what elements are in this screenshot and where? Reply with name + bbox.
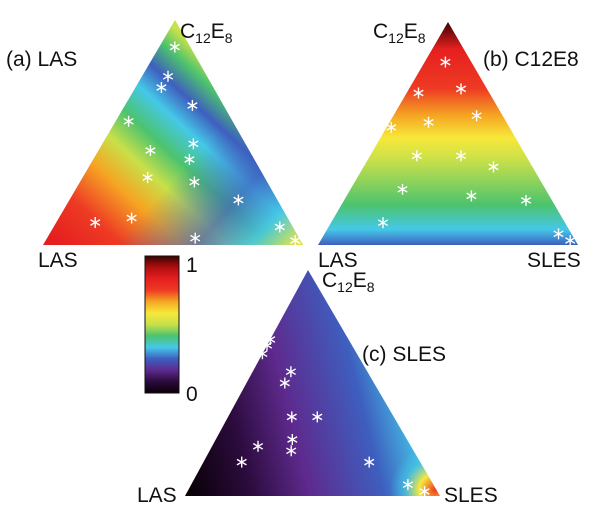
data-point <box>553 228 564 240</box>
data-point <box>274 221 285 233</box>
data-point <box>285 366 297 378</box>
panel-c-top-label: C12E8 <box>322 269 375 295</box>
data-point <box>265 334 276 345</box>
data-point <box>423 116 434 128</box>
data-point <box>411 150 422 162</box>
data-point <box>471 110 482 122</box>
data-point <box>402 479 414 491</box>
colorbar-tick-max: 1 <box>186 254 198 277</box>
panel-b-left-label: LAS <box>318 249 358 272</box>
panel-c-points <box>236 334 430 497</box>
data-point <box>488 161 499 173</box>
panel-c-heatmap-corner <box>380 420 440 496</box>
data-point <box>169 41 180 53</box>
data-point <box>397 183 408 195</box>
data-point <box>188 138 199 150</box>
panel-a: (a) LAS C12E8 LAS <box>6 20 303 272</box>
panel-a-left-label: LAS <box>38 249 78 272</box>
data-point <box>233 194 244 206</box>
panel-c-title: (c) SLES <box>362 343 446 366</box>
data-point <box>455 83 467 95</box>
panel-a-title: (a) LAS <box>6 48 77 71</box>
data-point <box>126 212 137 224</box>
panel-b-top-label: C12E8 <box>373 20 426 46</box>
panel-b-right-label: SLES <box>527 249 581 272</box>
data-point <box>287 434 298 445</box>
data-point <box>290 235 301 246</box>
data-point <box>184 154 195 165</box>
colorbar-tick-min: 0 <box>186 383 198 406</box>
panel-a-top-label: C12E8 <box>180 20 233 46</box>
data-point <box>413 87 424 99</box>
data-point <box>440 56 451 68</box>
data-point <box>189 176 200 188</box>
data-point <box>364 456 375 468</box>
panel-b: (b) C12E8 C12E8 LAS SLES <box>318 20 581 272</box>
data-point <box>145 145 156 156</box>
data-point <box>466 190 477 202</box>
colorbar-gradient <box>144 255 180 394</box>
data-point <box>190 232 201 244</box>
panel-b-title: (b) C12E8 <box>483 48 579 71</box>
data-point <box>455 150 467 162</box>
data-point <box>520 194 532 206</box>
data-point <box>257 348 268 360</box>
data-point <box>162 70 174 82</box>
data-point <box>156 82 167 93</box>
data-point <box>286 411 297 423</box>
data-point <box>142 172 153 183</box>
data-point <box>252 440 264 452</box>
data-point <box>123 115 134 127</box>
colorbar: 1 0 <box>144 254 198 406</box>
data-point <box>286 445 297 457</box>
data-point <box>312 411 323 423</box>
data-point <box>236 456 247 468</box>
data-point <box>187 100 198 111</box>
panel-c-right-label: SLES <box>444 484 498 507</box>
panel-c-left-label: LAS <box>137 484 177 507</box>
panel-b-points <box>377 56 576 246</box>
data-point <box>377 217 389 229</box>
data-point <box>565 235 576 246</box>
data-point <box>419 486 430 497</box>
data-point <box>386 121 397 133</box>
data-point <box>90 217 101 228</box>
panel-a-points <box>90 41 301 246</box>
data-point <box>279 377 290 389</box>
